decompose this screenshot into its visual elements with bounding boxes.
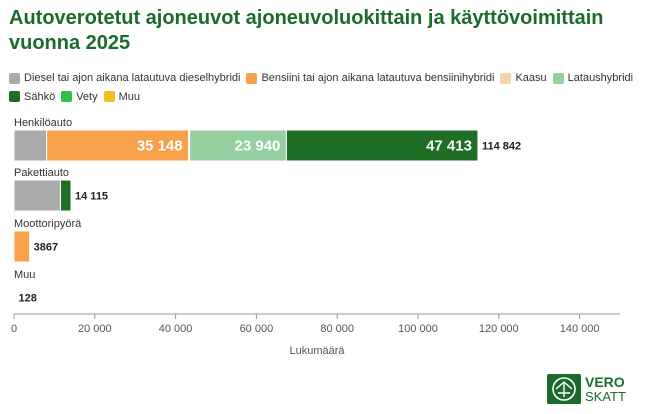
x-tick-label: 80 000 [320, 323, 354, 335]
vero-skatt-logo: VERO SKATT [547, 374, 642, 404]
bar-segment [285, 129, 479, 162]
total-data-label: 3867 [34, 242, 58, 254]
x-tick-label: 100 000 [398, 323, 438, 335]
category-label: Muu [14, 269, 35, 281]
total-data-label: 114 842 [482, 141, 521, 153]
legend-swatch [246, 72, 258, 84]
legend-swatch [552, 72, 564, 84]
legend-swatch [9, 91, 20, 102]
legend-item[interactable]: Muu [103, 89, 141, 105]
bar-segment [13, 129, 48, 162]
legend-label: Bensiini tai ajon aikana latautuva bensi… [261, 72, 495, 84]
segment-data-label: 23 940 [235, 138, 281, 155]
x-tick-label: 0 [11, 323, 17, 335]
segment-data-label: 47 413 [426, 138, 472, 155]
category-label: Moottoripyörä [14, 218, 82, 230]
bar-segment [13, 230, 31, 263]
bar-segment [13, 179, 61, 212]
segment-data-label: 35 148 [137, 138, 183, 155]
legend-item[interactable]: Bensiini tai ajon aikana latautuva bensi… [246, 70, 494, 86]
x-axis-title: Lukumäärä [289, 345, 345, 357]
total-data-label: 14 115 [75, 191, 108, 203]
category-label: Henkilöauto [14, 117, 72, 129]
legend-label: Lataushybridi [567, 72, 634, 84]
legend-swatch [500, 72, 512, 84]
legend-label: Diesel tai ajon aikana latautuva dieselh… [24, 72, 241, 84]
legend-swatch [9, 72, 20, 84]
legend-item[interactable]: Diesel tai ajon aikana latautuva dieselh… [9, 70, 240, 86]
legend-swatch [103, 91, 115, 102]
x-tick-label: 140 000 [560, 323, 600, 335]
legend-item[interactable]: Vety [61, 89, 98, 105]
legend-item[interactable]: Sähkö [9, 89, 55, 105]
logo-text-vero: VERO [585, 374, 625, 390]
x-tick-label: 60 000 [240, 323, 274, 335]
legend-label: Muu [118, 90, 141, 103]
logo-emblem-icon: VERO SKATT [547, 374, 626, 404]
logo-text-skatt: SKATT [585, 389, 626, 404]
legend-item[interactable]: Lataushybridi [552, 70, 634, 86]
total-data-label: 128 [19, 293, 37, 305]
bar-segment [46, 129, 190, 162]
legend-label: Sähkö [24, 90, 56, 103]
legend-label: Kaasu [515, 72, 547, 84]
bar-segment [59, 179, 72, 212]
legend: Diesel tai ajon aikana latautuva dieselh… [9, 70, 649, 107]
bar-segment [13, 281, 16, 314]
legend-swatch [61, 91, 73, 102]
chart-title: Autoverotetut ajoneuvot ajoneuvoluokitta… [9, 7, 604, 54]
legend-label: Vety [76, 90, 98, 103]
x-tick-label: 20 000 [78, 323, 112, 335]
legend-item[interactable]: Kaasu [500, 70, 547, 86]
bar-segment [189, 129, 287, 162]
category-label: Pakettiauto [14, 167, 69, 179]
x-tick-label: 40 000 [159, 323, 193, 335]
x-tick-label: 120 000 [479, 323, 519, 335]
